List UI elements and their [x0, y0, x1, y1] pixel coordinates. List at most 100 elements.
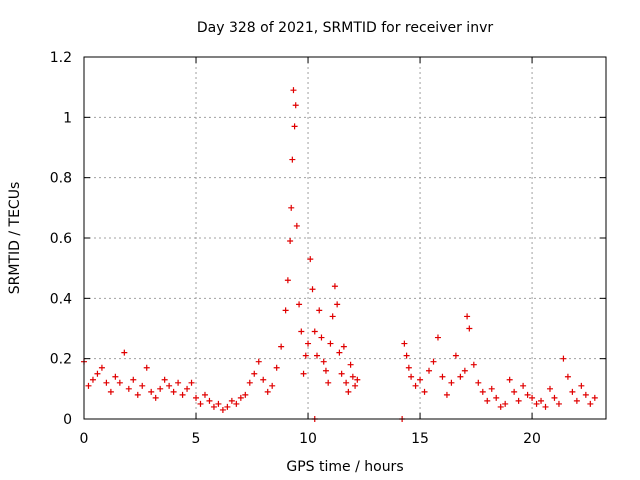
- data-point: [457, 373, 464, 380]
- data-point: [560, 355, 567, 362]
- data-point: [125, 385, 132, 392]
- data-point: [224, 403, 231, 410]
- data-point: [112, 373, 119, 380]
- data-point: [107, 388, 114, 395]
- data-point: [179, 391, 186, 398]
- data-point: [215, 400, 222, 407]
- data-point: [421, 388, 428, 395]
- data-point: [157, 385, 164, 392]
- data-point: [278, 343, 285, 350]
- data-point: [289, 156, 296, 163]
- data-point: [475, 379, 482, 386]
- data-point: [555, 400, 562, 407]
- data-point: [152, 394, 159, 401]
- data-point: [305, 340, 312, 347]
- data-point: [184, 385, 191, 392]
- data-point: [479, 388, 486, 395]
- data-point: [331, 283, 338, 290]
- data-point: [338, 370, 345, 377]
- data-point: [426, 367, 433, 374]
- data-point: [488, 385, 495, 392]
- data-point: [439, 373, 446, 380]
- data-point: [197, 400, 204, 407]
- x-axis: 0 5 10 15 20: [80, 57, 541, 447]
- data-point: [260, 376, 267, 383]
- data-point: [296, 301, 303, 308]
- data-point: [269, 382, 276, 389]
- data-point: [193, 394, 200, 401]
- data-point: [345, 388, 352, 395]
- data-point: [94, 370, 101, 377]
- data-point: [464, 313, 471, 320]
- data-point: [417, 376, 424, 383]
- x-tick-label: 20: [523, 431, 541, 447]
- data-point: [85, 382, 92, 389]
- data-point: [89, 376, 96, 383]
- data-point: [405, 364, 412, 371]
- data-point: [497, 403, 504, 410]
- data-point: [175, 379, 182, 386]
- data-point: [251, 370, 258, 377]
- y-tick-label: 0.2: [50, 352, 72, 368]
- x-axis-label: GPS time / hours: [286, 459, 403, 475]
- data-point: [292, 102, 299, 109]
- data-point: [219, 406, 226, 413]
- data-point: [233, 400, 240, 407]
- data-point: [298, 328, 305, 335]
- data-point: [320, 358, 327, 365]
- data-point: [401, 340, 408, 347]
- data-point: [352, 382, 359, 389]
- data-point: [546, 385, 553, 392]
- data-point: [448, 379, 455, 386]
- data-point: [290, 87, 297, 94]
- data-point: [325, 379, 332, 386]
- data-point: [161, 376, 168, 383]
- data-point: [264, 388, 271, 395]
- data-point: [336, 349, 343, 356]
- data-point: [143, 364, 150, 371]
- data-point: [529, 394, 536, 401]
- data-point: [307, 256, 314, 263]
- data-point: [318, 334, 325, 341]
- data-point: [291, 123, 298, 130]
- y-tick-label: 1: [63, 110, 72, 126]
- x-tick-label: 10: [299, 431, 317, 447]
- data-point: [538, 397, 545, 404]
- data-point: [188, 379, 195, 386]
- data-point: [569, 388, 576, 395]
- y-axis: 0 0.2 0.4 0.6 0.8 1 1.2: [50, 50, 606, 428]
- data-point: [408, 373, 415, 380]
- data-point: [502, 400, 509, 407]
- data-point: [255, 358, 262, 365]
- data-point: [288, 204, 295, 211]
- data-point: [302, 352, 309, 359]
- y-tick-label: 0: [63, 412, 72, 428]
- y-tick-label: 0.8: [50, 171, 72, 187]
- grid: [84, 57, 606, 419]
- data-point: [273, 364, 280, 371]
- data-point: [322, 367, 329, 374]
- data-point: [493, 394, 500, 401]
- data-point: [237, 394, 244, 401]
- data-point: [329, 313, 336, 320]
- data-point: [354, 376, 361, 383]
- plot-frame: [83, 56, 607, 420]
- data-point: [242, 391, 249, 398]
- data-point: [524, 391, 531, 398]
- data-point: [582, 391, 589, 398]
- data-point: [201, 391, 208, 398]
- y-tick-label: 1.2: [50, 50, 72, 66]
- data-point: [134, 391, 141, 398]
- data-point: [551, 394, 558, 401]
- y-axis-label: SRMTID / TECUs: [7, 182, 23, 295]
- data-point: [484, 397, 491, 404]
- data-point: [520, 382, 527, 389]
- data-point: [591, 394, 598, 401]
- data-point: [412, 382, 419, 389]
- data-point: [343, 379, 350, 386]
- data-point: [452, 352, 459, 359]
- data-point: [103, 379, 110, 386]
- data-point: [403, 352, 410, 359]
